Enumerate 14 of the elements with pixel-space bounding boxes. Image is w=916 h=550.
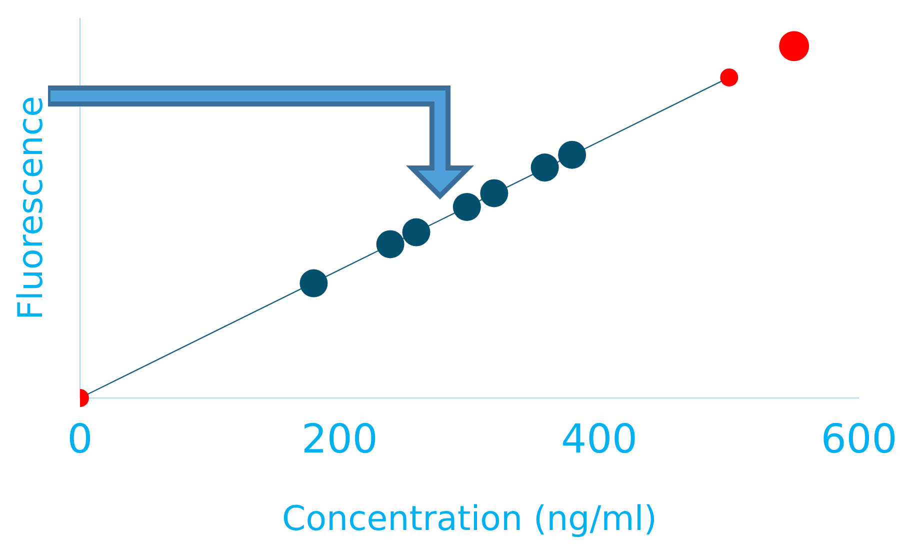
x-tick-label: 0	[67, 416, 93, 462]
point	[558, 140, 586, 169]
x-tick-label: 200	[301, 416, 378, 462]
point	[480, 179, 508, 208]
point	[452, 192, 481, 221]
x-tick-label: 600	[820, 416, 898, 462]
point	[402, 218, 430, 246]
x-tick-label: 400	[561, 416, 638, 462]
point	[779, 31, 810, 62]
point	[376, 230, 404, 258]
point	[300, 269, 328, 298]
y-axis-title: Fluorescence	[11, 96, 52, 320]
point	[530, 154, 559, 182]
x-axis-title: Concentration (ng/ml)	[282, 499, 658, 539]
